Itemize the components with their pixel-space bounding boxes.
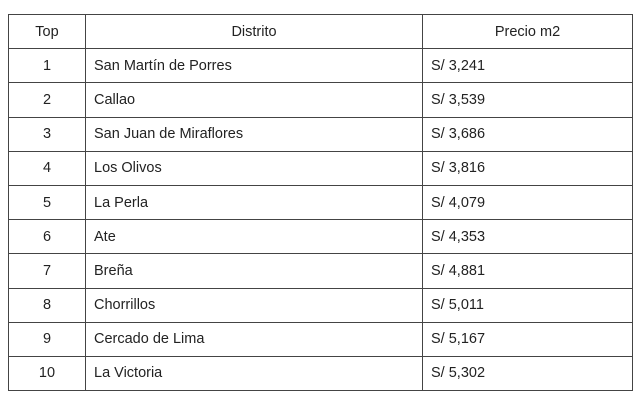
- table-row: 4 Los Olivos S/ 3,816: [8, 150, 633, 186]
- price-cell: S/ 5,302: [422, 355, 633, 392]
- district-cell: Cercado de Lima: [85, 321, 423, 357]
- table-row: 2 Callao S/ 3,539: [8, 82, 633, 118]
- district-cell: Ate: [85, 219, 423, 255]
- price-cell: S/ 4,881: [422, 253, 633, 289]
- district-cell: Breña: [85, 253, 423, 289]
- table-row: 5 La Perla S/ 4,079: [8, 184, 633, 221]
- table-row: 10 La Victoria S/ 5,302: [8, 355, 633, 392]
- district-cell: San Martín de Porres: [85, 48, 423, 84]
- rank-cell: 10: [8, 355, 86, 392]
- rank-cell: 4: [8, 150, 86, 186]
- price-cell: S/ 5,011: [422, 287, 633, 323]
- table-row: 8 Chorrillos S/ 5,011: [8, 287, 633, 323]
- header-distrito: Distrito: [85, 13, 423, 50]
- table-row: 6 Ate S/ 4,353: [8, 219, 633, 255]
- district-cell: Callao: [85, 82, 423, 118]
- table-body: 1 San Martín de Porres S/ 3,241 2 Callao S/ 3…: [8, 48, 633, 392]
- rank-cell: 1: [8, 48, 86, 84]
- rank-cell: 2: [8, 82, 86, 118]
- price-table: Top Distrito Precio m2 1 San Martín de Po…: [8, 13, 633, 392]
- rank-cell: 3: [8, 116, 86, 152]
- price-cell: S/ 4,079: [422, 184, 633, 221]
- price-cell: S/ 4,353: [422, 219, 633, 255]
- header-precio: Precio m2: [422, 13, 633, 50]
- rank-cell: 9: [8, 321, 86, 357]
- rank-cell: 8: [8, 287, 86, 323]
- rank-cell: 7: [8, 253, 86, 289]
- district-cell: San Juan de Miraflores: [85, 116, 423, 152]
- price-cell: S/ 3,241: [422, 48, 633, 84]
- header-row: Top Distrito Precio m2: [8, 13, 633, 50]
- district-cell: Chorrillos: [85, 287, 423, 323]
- price-cell: S/ 3,816: [422, 150, 633, 186]
- table-row: 7 Breña S/ 4,881: [8, 253, 633, 289]
- price-cell: S/ 3,539: [422, 82, 633, 118]
- price-cell: S/ 5,167: [422, 321, 633, 357]
- district-cell: La Perla: [85, 184, 423, 221]
- district-cell: La Victoria: [85, 355, 423, 392]
- price-cell: S/ 3,686: [422, 116, 633, 152]
- header-top: Top: [8, 13, 86, 50]
- table-row: 1 San Martín de Porres S/ 3,241: [8, 48, 633, 84]
- table-row: 9 Cercado de Lima S/ 5,167: [8, 321, 633, 357]
- district-cell: Los Olivos: [85, 150, 423, 186]
- table-row: 3 San Juan de Miraflores S/ 3,686: [8, 116, 633, 152]
- rank-cell: 6: [8, 219, 86, 255]
- rank-cell: 5: [8, 184, 86, 221]
